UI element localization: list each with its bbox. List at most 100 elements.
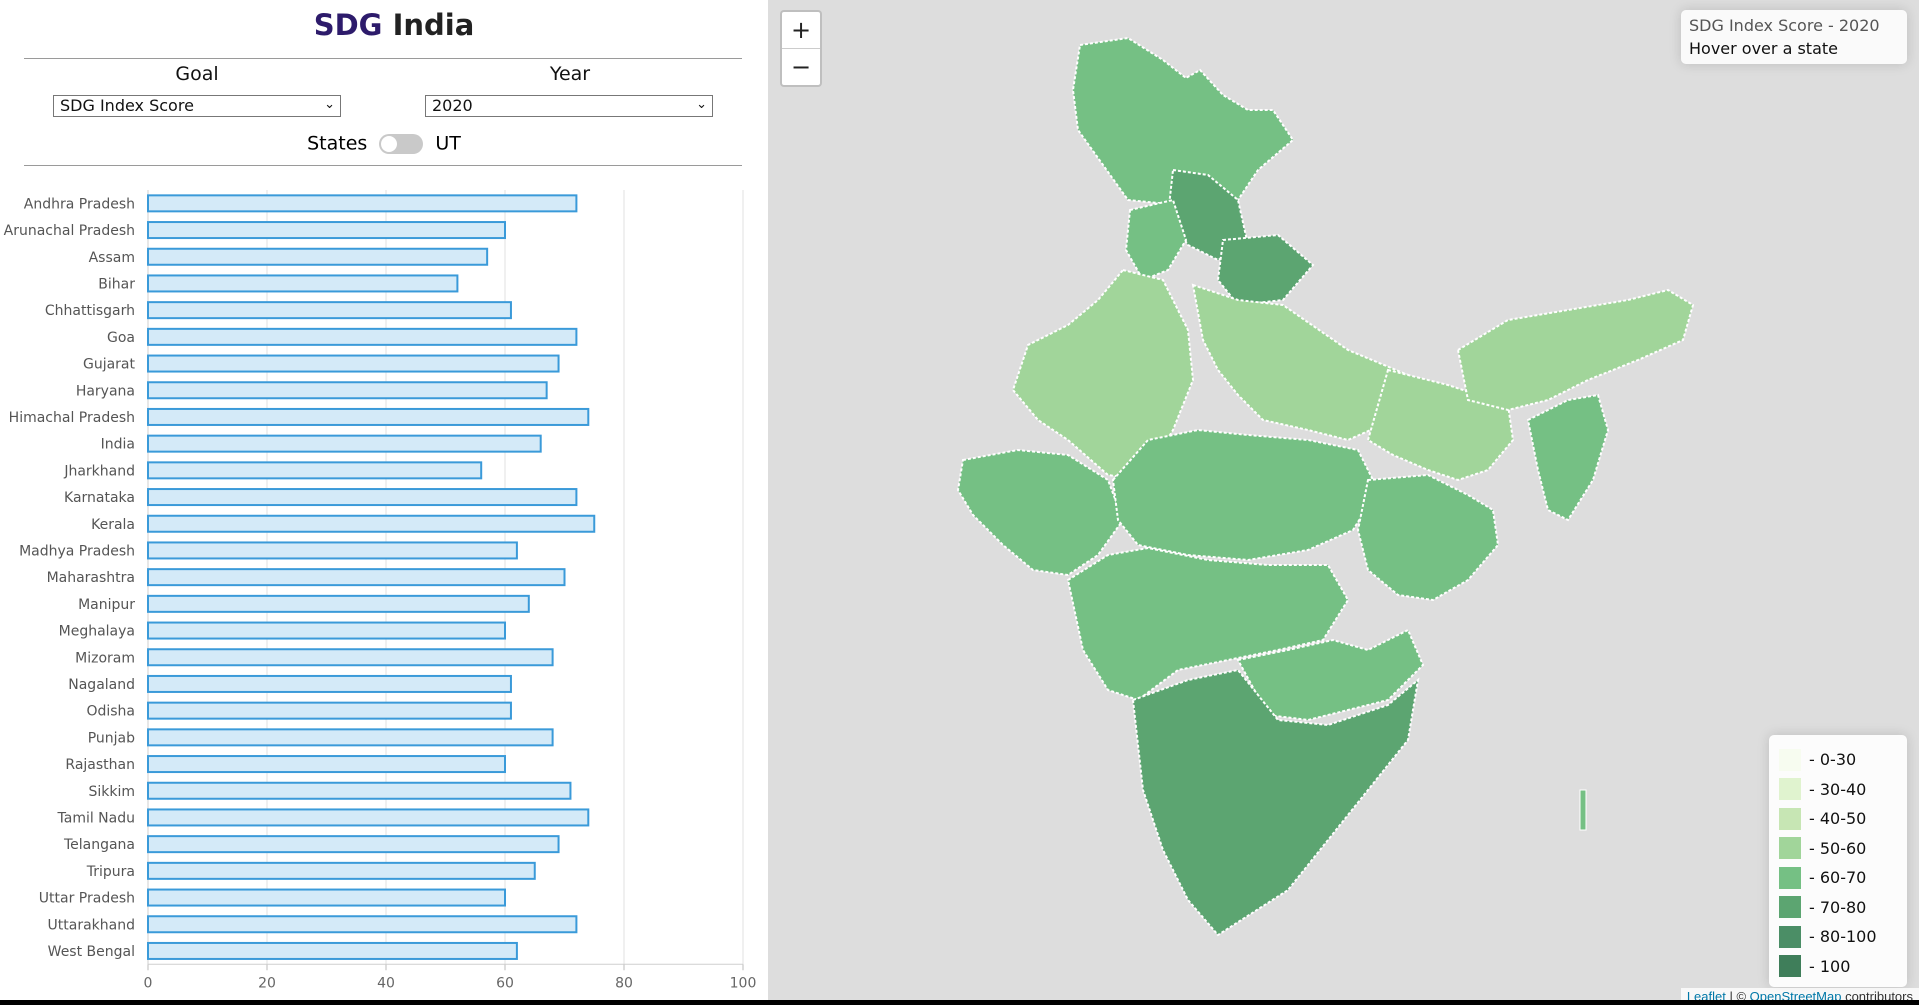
legend-item: - 0-30: [1779, 745, 1897, 775]
map-islands[interactable]: [1579, 789, 1587, 831]
toggle-label-states: States: [307, 132, 368, 155]
zoom-control: + −: [780, 10, 822, 87]
legend-item: - 50-60: [1779, 834, 1897, 864]
map-panel[interactable]: + − SDG Index Score - 2020 Hover over a …: [768, 0, 1919, 1005]
legend-label: - 70-80: [1809, 897, 1867, 917]
bar: [147, 301, 512, 320]
india-map: [956, 36, 1695, 937]
map-region-punjab[interactable]: [1124, 198, 1188, 282]
zoom-out-button[interactable]: −: [782, 48, 820, 85]
info-title: SDG Index Score - 2020: [1689, 16, 1880, 35]
chevron-down-icon: ⌄: [324, 97, 335, 112]
x-tick-label: 40: [377, 975, 395, 991]
legend-swatch: [1779, 748, 1801, 771]
y-tick-label: Madhya Pradesh: [19, 543, 135, 559]
legend-swatch: [1779, 925, 1801, 948]
bar: [147, 274, 459, 293]
left-panel: SDG India Goal SDG Index Score ⌄ Year 20…: [0, 0, 768, 1005]
bar-chart: 0 20 40 60 80 100 Andhra Pradesh Arunachal Prad…: [0, 180, 768, 1005]
map-region-south[interactable]: [1131, 668, 1420, 937]
legend-item: - 100: [1779, 952, 1897, 982]
legend-label: - 40-50: [1809, 809, 1867, 829]
toggle-label-ut: UT: [435, 132, 461, 155]
bar: [147, 755, 506, 774]
y-tick-label: Arunachal Pradesh: [4, 223, 135, 239]
legend-item: - 60-70: [1779, 863, 1897, 893]
y-tick-label: Goa: [107, 330, 135, 346]
y-tick-label: Bihar: [98, 276, 135, 292]
legend-swatch: [1779, 778, 1801, 801]
map-region-northeast[interactable]: [1456, 288, 1695, 412]
y-tick-label: Sikkim: [88, 784, 135, 800]
y-tick-label: Himachal Pradesh: [9, 410, 135, 426]
bar: [147, 648, 554, 667]
y-tick-label: Kerala: [91, 517, 135, 533]
map-region-rajasthan[interactable]: [1011, 268, 1195, 482]
y-tick-label: Tripura: [86, 864, 135, 880]
y-tick-label: Mizoram: [75, 650, 135, 666]
bar: [147, 888, 506, 907]
goal-select[interactable]: SDG Index Score ⌄: [53, 95, 341, 117]
map-region-north[interactable]: [1071, 36, 1295, 207]
x-tick-label: 20: [258, 975, 276, 991]
x-tick-label: 100: [730, 975, 757, 991]
y-tick-label: Maharashtra: [47, 570, 135, 586]
y-tick-label: Rajasthan: [65, 757, 135, 773]
legend-label: - 60-70: [1809, 868, 1867, 888]
bar: [147, 568, 566, 587]
states-ut-switch[interactable]: [379, 133, 424, 154]
bar: [147, 434, 542, 453]
bar: [147, 247, 489, 266]
year-select[interactable]: 2020 ⌄: [425, 95, 713, 117]
map-region-east[interactable]: [1356, 473, 1500, 602]
bar: [147, 781, 572, 800]
bar: [147, 728, 554, 747]
y-tick-label: Haryana: [76, 383, 135, 399]
bar: [147, 541, 518, 560]
map-region-uttarakhand[interactable]: [1216, 233, 1315, 307]
legend-item: - 40-50: [1779, 804, 1897, 834]
year-label: Year: [549, 63, 591, 85]
map-region-maharashtra[interactable]: [1066, 546, 1350, 702]
legend-label: - 50-60: [1809, 838, 1867, 858]
y-tick-label: Manipur: [78, 597, 135, 613]
legend-item: - 70-80: [1779, 893, 1897, 923]
y-tick-label: Meghalaya: [59, 624, 135, 640]
legend-item: - 80-100: [1779, 922, 1897, 952]
bar: [147, 354, 560, 373]
bar-chart-svg: 0 20 40 60 80 100 Andhra Pradesh Arunachal Prad…: [4, 190, 757, 991]
x-tick-label: 0: [144, 975, 153, 991]
bar: [147, 461, 483, 480]
y-tick-label: Telangana: [63, 837, 135, 853]
year-select-value: 2020: [432, 96, 473, 115]
bar: [147, 514, 596, 533]
y-tick-label: India: [101, 437, 135, 453]
legend-swatch: [1779, 837, 1801, 860]
page-title: SDG India: [313, 8, 475, 42]
bar: [147, 674, 512, 693]
divider: [24, 165, 742, 166]
y-tick-label: Andhra Pradesh: [24, 196, 135, 212]
bar: [147, 327, 578, 346]
bar: [147, 488, 578, 507]
legend-label: - 80-100: [1809, 927, 1877, 947]
zoom-in-button[interactable]: +: [790, 16, 812, 44]
y-tick-label: Tamil Nadu: [57, 810, 136, 826]
bar: [147, 701, 512, 720]
bar: [147, 194, 578, 213]
legend-item: - 30-40: [1779, 775, 1897, 805]
map-region-telangana-ap[interactable]: [1236, 628, 1425, 722]
map-region-madhya-pradesh[interactable]: [1111, 428, 1380, 562]
y-tick-label: Jharkhand: [63, 463, 135, 479]
map-legend: - 0-30 - 30-40 - 40-50 - 50-60 - 60-70 - 70-8…: [1769, 735, 1907, 987]
y-tick-label: Odisha: [86, 704, 135, 720]
bar: [147, 915, 578, 934]
map-region-uttar-pradesh[interactable]: [1191, 283, 1410, 442]
legend-label: - 30-40: [1809, 779, 1867, 799]
map-region-northeast-south[interactable]: [1526, 393, 1610, 522]
bar: [147, 381, 548, 400]
bar: [147, 407, 590, 426]
map-region-gujarat[interactable]: [956, 448, 1125, 577]
bar: [147, 941, 518, 960]
y-tick-label: Uttarakhand: [48, 917, 135, 933]
